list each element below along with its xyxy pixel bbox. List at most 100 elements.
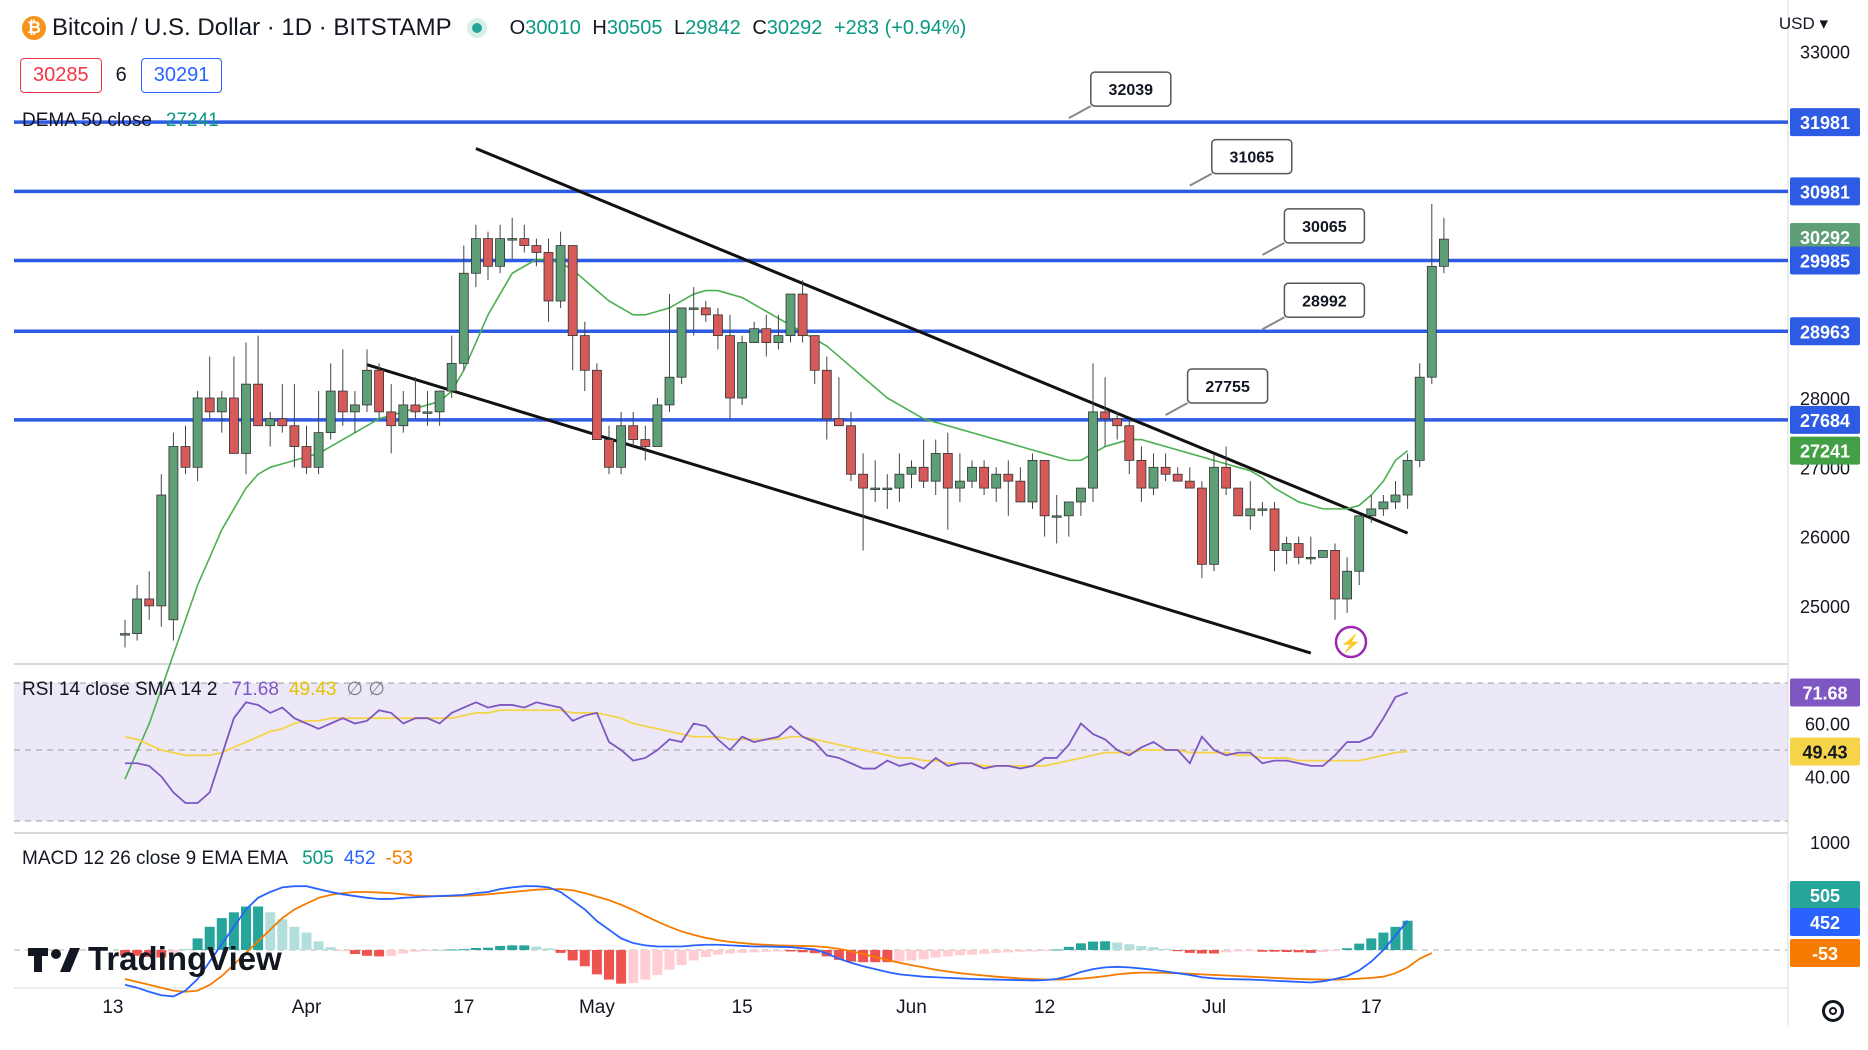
price-tick-label: 26000	[1800, 528, 1850, 548]
callout-pointer	[1068, 105, 1092, 119]
candle	[1088, 411, 1098, 489]
candle	[337, 390, 348, 413]
candle	[1112, 418, 1123, 427]
macd-hist-bar	[991, 950, 1002, 953]
macd-hist-bar	[253, 906, 264, 950]
macd-hist-bar	[688, 950, 699, 961]
candle	[156, 494, 167, 607]
macd-hist-bar	[809, 950, 820, 954]
currency-selector[interactable]: USD ▾	[1778, 14, 1828, 33]
callout-label: 27755	[1205, 379, 1250, 396]
candle	[1414, 376, 1425, 461]
macd-hist-bar	[712, 950, 723, 955]
macd-hist-bar	[967, 950, 977, 955]
candle	[604, 439, 614, 468]
candle	[458, 272, 469, 364]
price-tick-label: 25000	[1800, 597, 1850, 617]
macd-hist-bar	[362, 950, 372, 956]
candle	[991, 473, 1002, 489]
price-axis-label-text: 28963	[1800, 322, 1850, 342]
macd-hist-bar	[144, 950, 155, 957]
candle	[1257, 508, 1268, 511]
candle	[531, 245, 542, 253]
macd-hist-bar	[761, 950, 772, 952]
rsi-extra: ∅ ∅	[346, 679, 385, 700]
macd-hist-bar	[1015, 950, 1026, 952]
bid-ask-panel: 30285 6 30291	[20, 58, 223, 93]
candle	[628, 425, 639, 440]
candle	[834, 418, 844, 427]
macd-hist-bar	[725, 950, 735, 954]
macd-line	[124, 885, 1409, 998]
time-tick-label: 15	[732, 997, 753, 1018]
macd-hist-bar	[616, 950, 627, 984]
macd-hist-bar	[1342, 948, 1353, 950]
macd-axis-label-text: 505	[1810, 886, 1840, 906]
price-axis-label-text: 27684	[1800, 411, 1850, 431]
candle	[470, 238, 481, 274]
candle	[1378, 501, 1389, 510]
candle	[858, 473, 868, 489]
candle	[1293, 543, 1304, 558]
candle	[1281, 543, 1292, 551]
candle	[809, 335, 820, 371]
settings-icon[interactable]	[1822, 1000, 1844, 1022]
sell-price-button[interactable]: 30285	[20, 58, 102, 93]
candle	[1390, 494, 1401, 503]
candle	[277, 418, 288, 427]
macd-hist-bar	[797, 950, 808, 953]
time-tick-label: Apr	[292, 997, 322, 1018]
channel-lower-line	[366, 363, 1312, 655]
macd-hist-bar	[180, 948, 191, 950]
macd-hist-bar	[1209, 950, 1219, 954]
candle	[979, 466, 989, 489]
candle	[362, 369, 372, 406]
macd-hist-bar	[1003, 950, 1014, 953]
callout-box	[1283, 208, 1366, 244]
candle	[700, 307, 711, 316]
candle	[507, 238, 518, 241]
macd-hist-bar	[120, 950, 130, 956]
price-axis-bg	[1789, 0, 1868, 1050]
time-tick-label: May	[579, 997, 615, 1018]
callout-pointer	[1261, 242, 1285, 256]
candle	[1160, 466, 1171, 475]
rsi-line	[125, 691, 1408, 804]
candle	[942, 453, 953, 489]
macd-hist-bar	[410, 950, 421, 952]
rsi-legend[interactable]: RSI 14 close SMA 14 2 71.68 49.43 ∅ ∅	[22, 678, 385, 701]
macd-hist-bar	[785, 950, 796, 952]
macd-hist-bar	[942, 950, 953, 957]
price-axis-label-text: 29985	[1800, 251, 1850, 271]
macd-hist-bar	[591, 950, 602, 975]
macd-hist-bar	[289, 926, 300, 950]
macd-hist-bar	[628, 950, 639, 984]
price-axis-label-text: 27241	[1800, 442, 1850, 462]
macd-tick-label: 1000	[1810, 833, 1850, 853]
macd-hist-bar	[434, 950, 445, 951]
macd-hist-bar	[204, 926, 215, 950]
signal-value: 452	[343, 848, 376, 869]
rsi-axis-label-text: 71.68	[1802, 684, 1847, 704]
candle	[1039, 459, 1050, 517]
macd-hist-bar	[773, 950, 784, 952]
candle	[1051, 515, 1062, 518]
rsi-axis-label-text: 49.43	[1802, 743, 1847, 763]
candle	[1233, 487, 1244, 517]
macd-axis-label-text: -53	[1812, 944, 1838, 964]
macd-hist-bar	[301, 932, 312, 950]
callout-pointer	[1261, 316, 1285, 331]
price-axis-label	[1790, 317, 1860, 346]
buy-price-button[interactable]: 30291	[140, 58, 223, 93]
symbol-title[interactable]: Bitcoin / U.S. Dollar · 1D · BITSTAMP	[52, 14, 452, 41]
candle	[688, 307, 699, 310]
alert-icon	[1334, 625, 1368, 659]
rsi-tick-label: 60.00	[1805, 715, 1850, 735]
price-tick-label: 33000	[1800, 43, 1850, 63]
macd-legend[interactable]: MACD 12 26 close 9 EMA EMA 505 452 -53	[22, 848, 413, 870]
macd-hist-bar	[543, 948, 554, 950]
dema-legend[interactable]: DEMA 50 close 27241	[22, 110, 219, 132]
candle	[1366, 508, 1377, 517]
rsi-label: RSI 14 close SMA 14 2	[22, 679, 218, 700]
